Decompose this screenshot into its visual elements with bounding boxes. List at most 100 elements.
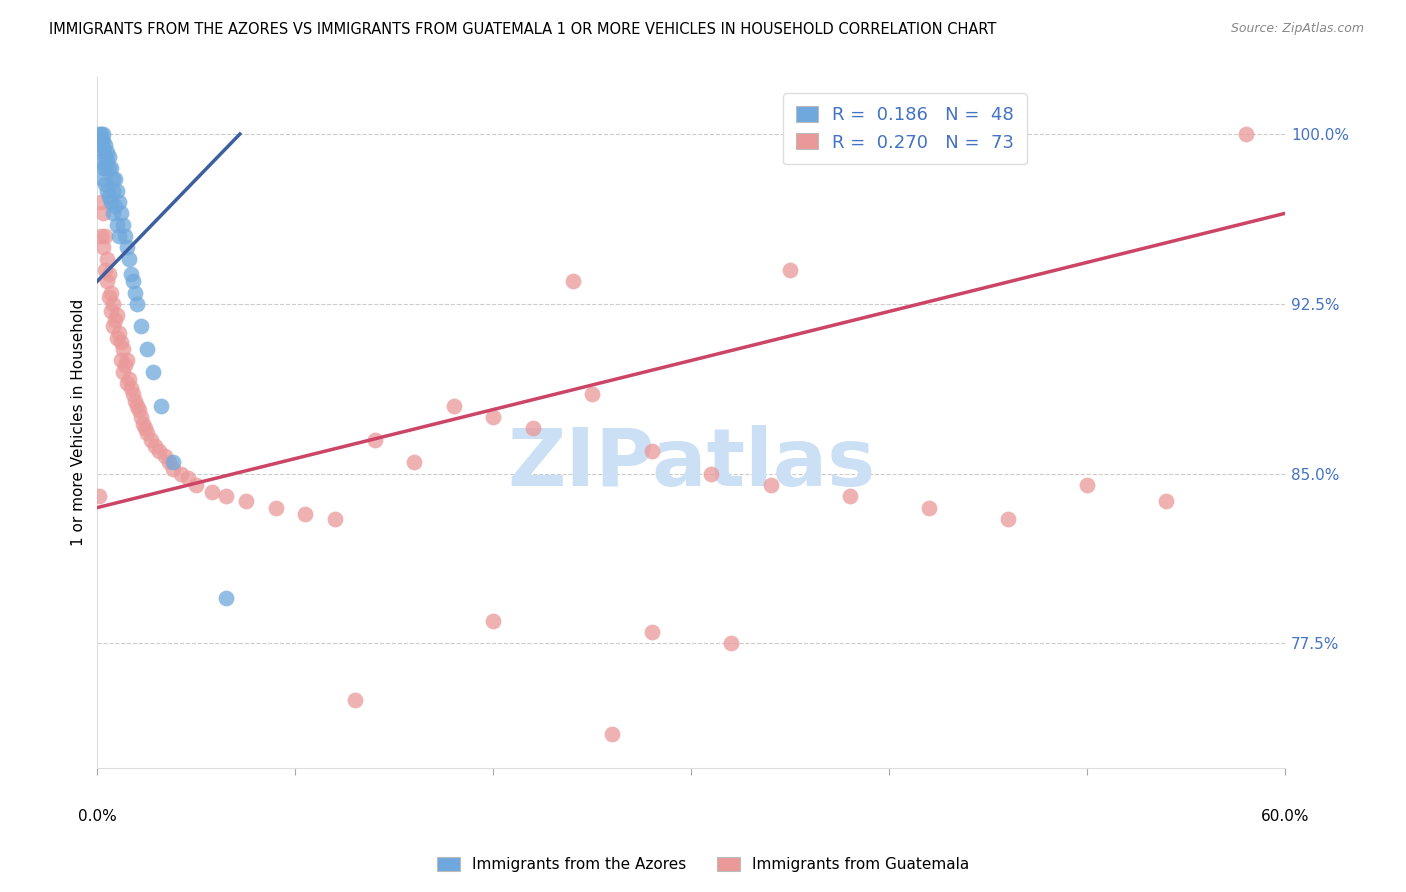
Point <box>135 342 157 356</box>
Point <box>94 150 117 164</box>
Point <box>779 263 801 277</box>
Point <box>90 131 112 145</box>
Point <box>363 433 385 447</box>
Point <box>720 636 742 650</box>
Point <box>561 274 583 288</box>
Point <box>997 512 1019 526</box>
Legend: Immigrants from the Azores, Immigrants from Guatemala: Immigrants from the Azores, Immigrants f… <box>429 849 977 880</box>
Point <box>177 471 200 485</box>
Point <box>118 252 141 266</box>
Point <box>91 143 114 157</box>
Point <box>94 177 117 191</box>
Text: Source: ZipAtlas.com: Source: ZipAtlas.com <box>1230 22 1364 36</box>
Point <box>343 693 366 707</box>
Text: ZIPatlas: ZIPatlas <box>508 425 876 503</box>
Point <box>110 353 132 368</box>
Point <box>91 240 114 254</box>
Text: IMMIGRANTS FROM THE AZORES VS IMMIGRANTS FROM GUATEMALA 1 OR MORE VEHICLES IN HO: IMMIGRANTS FROM THE AZORES VS IMMIGRANTS… <box>49 22 997 37</box>
Point <box>96 184 118 198</box>
Point <box>91 161 114 175</box>
Text: 0.0%: 0.0% <box>77 809 117 823</box>
Point <box>443 399 465 413</box>
Point <box>135 425 157 440</box>
Point <box>186 478 208 492</box>
Point <box>124 285 146 300</box>
Point <box>124 394 146 409</box>
Point <box>215 489 238 503</box>
Point <box>89 131 111 145</box>
Point <box>162 462 184 476</box>
Point <box>700 467 723 481</box>
Point <box>148 444 170 458</box>
Point <box>641 625 664 640</box>
Point <box>98 268 121 282</box>
Point <box>157 455 180 469</box>
Point <box>600 727 623 741</box>
Point <box>153 449 176 463</box>
Point <box>110 206 132 220</box>
Point <box>98 161 121 175</box>
Point <box>105 331 128 345</box>
Point <box>98 150 121 164</box>
Point <box>641 444 664 458</box>
Point <box>108 228 131 243</box>
Point <box>1234 127 1257 141</box>
Point <box>90 154 112 169</box>
Point <box>104 172 127 186</box>
Point <box>118 371 141 385</box>
Point <box>98 290 121 304</box>
Point <box>108 326 131 341</box>
Point <box>149 399 172 413</box>
Point <box>1076 478 1098 492</box>
Point <box>129 319 152 334</box>
Point <box>264 500 287 515</box>
Point <box>404 455 426 469</box>
Point <box>103 184 125 198</box>
Point <box>90 138 112 153</box>
Point <box>96 154 118 169</box>
Point <box>100 285 122 300</box>
Point <box>162 455 184 469</box>
Point <box>125 297 148 311</box>
Point <box>100 303 122 318</box>
Point <box>759 478 782 492</box>
Point <box>108 194 131 209</box>
Point <box>100 194 122 209</box>
Point <box>91 134 114 148</box>
Point <box>114 358 136 372</box>
Point <box>122 387 145 401</box>
Point <box>105 308 128 322</box>
Point <box>96 274 118 288</box>
Point <box>89 489 111 503</box>
Point <box>482 614 505 628</box>
Point <box>94 138 117 153</box>
Point <box>103 319 125 334</box>
Point <box>103 206 125 220</box>
Point <box>120 268 142 282</box>
Point <box>96 252 118 266</box>
Point <box>91 127 114 141</box>
Point <box>1156 493 1178 508</box>
Point <box>132 417 155 431</box>
Point <box>125 399 148 413</box>
Point <box>129 410 152 425</box>
Point <box>115 353 138 368</box>
Point <box>90 228 112 243</box>
Legend: R =  0.186   N =  48, R =  0.270   N =  73: R = 0.186 N = 48, R = 0.270 N = 73 <box>783 94 1026 164</box>
Point <box>90 194 112 209</box>
Point <box>201 484 224 499</box>
Point <box>581 387 603 401</box>
Point <box>94 228 117 243</box>
Point <box>169 467 191 481</box>
Point <box>94 263 117 277</box>
Point <box>103 297 125 311</box>
Point <box>112 365 135 379</box>
Point <box>112 342 135 356</box>
Point <box>838 489 860 503</box>
Point <box>89 127 111 141</box>
Point <box>294 508 316 522</box>
Point <box>114 228 136 243</box>
Point <box>105 218 128 232</box>
Point <box>94 161 117 175</box>
Point <box>215 591 238 606</box>
